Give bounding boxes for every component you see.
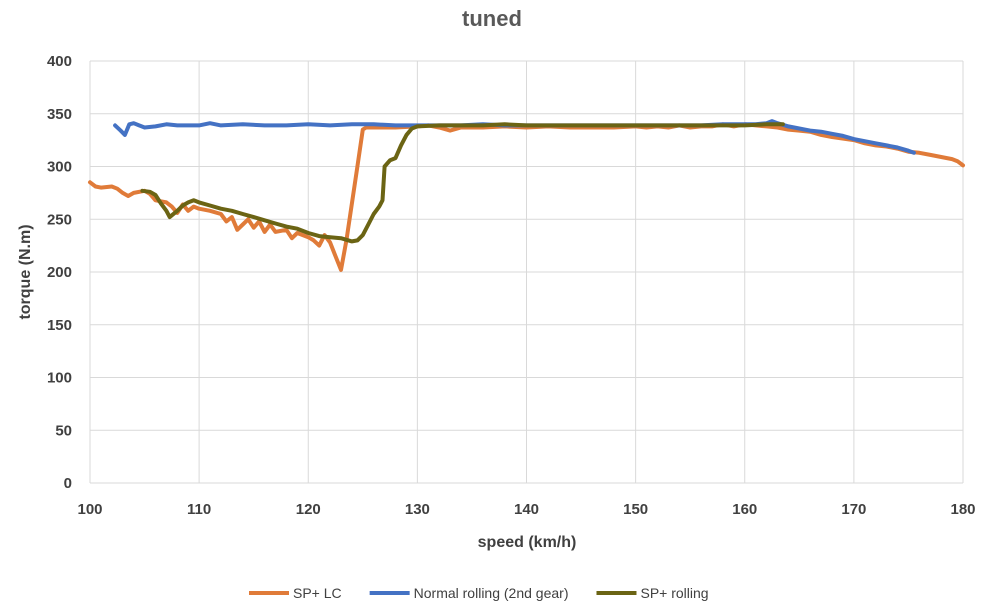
y-tick-label: 200 [47, 264, 72, 281]
y-tick-label: 0 [64, 475, 72, 492]
legend-item: Normal rolling (2nd gear) [369, 585, 569, 601]
y-tick-label: 350 [47, 106, 72, 123]
y-tick-label: 250 [47, 211, 72, 228]
legend-label: Normal rolling (2nd gear) [414, 585, 569, 601]
y-tick-label: 150 [47, 317, 72, 334]
series-line-3 [140, 122, 785, 244]
legend-item: SP+ LC [249, 585, 342, 601]
y-axis-title: torque (N.m) [17, 224, 34, 319]
x-tick-label: 130 [405, 501, 430, 518]
x-tick-label: 120 [296, 501, 321, 518]
x-tick-label: 160 [732, 501, 757, 518]
legend-label: SP+ LC [293, 585, 342, 601]
legend-label: SP+ rolling [640, 585, 708, 601]
x-tick-label: 150 [623, 501, 648, 518]
y-tick-label: 400 [47, 53, 72, 70]
chart-title: tuned [462, 6, 522, 31]
x-axis-ticks: 100 110 120 130 140 150 160 170 180 [77, 501, 975, 518]
y-tick-label: 300 [47, 159, 72, 176]
x-tick-label: 110 [187, 501, 211, 518]
series-lines [88, 119, 965, 272]
gridlines [89, 60, 964, 484]
x-axis-title: speed (km/h) [478, 534, 577, 551]
x-tick-label: 140 [514, 501, 539, 518]
x-tick-label: 170 [841, 501, 866, 518]
y-tick-label: 100 [47, 370, 72, 387]
y-tick-label: 50 [55, 422, 72, 439]
legend-item: SP+ rolling [596, 585, 709, 601]
y-axis-ticks: 0 50 100 150 200 250 300 350 400 [47, 53, 72, 492]
x-tick-label: 180 [950, 501, 975, 518]
legend: SP+ LC Normal rolling (2nd gear) SP+ rolli… [249, 585, 709, 601]
x-tick-label: 100 [77, 501, 102, 518]
